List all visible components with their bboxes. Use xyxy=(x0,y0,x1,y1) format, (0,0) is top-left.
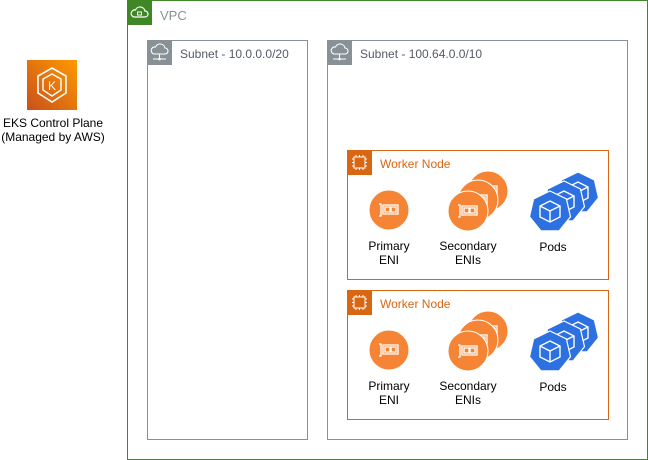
cloud-lock-icon xyxy=(127,0,152,25)
secondary-enis-icon xyxy=(447,170,509,232)
chip-icon xyxy=(347,290,372,315)
subnet-2-label: Subnet - 100.64.0.0/10 xyxy=(360,47,483,61)
subnet-1: Subnet - 10.0.0.0/20 xyxy=(147,40,308,440)
vpc-label: VPC xyxy=(160,8,187,23)
chip-icon xyxy=(347,150,372,175)
primary-eni-icon xyxy=(368,329,410,371)
eks-icon: K xyxy=(27,60,77,110)
worker-node-1: Worker Node Primary ENI Secondary ENIs P… xyxy=(347,150,609,280)
subnet-1-label: Subnet - 10.0.0.0/20 xyxy=(180,47,289,61)
secondary-enis-icon xyxy=(447,310,509,372)
svg-text:K: K xyxy=(48,79,56,93)
secondary-enis-label-1: Secondary xyxy=(439,239,497,253)
worker-node-label: Worker Node xyxy=(380,157,451,171)
pods-icon xyxy=(528,311,600,372)
primary-eni-label-2: ENI xyxy=(378,253,400,267)
worker-node-label: Worker Node xyxy=(380,297,451,311)
primary-eni-label-1: Primary xyxy=(368,239,410,253)
pods-label: Pods xyxy=(539,240,567,254)
primary-eni-label-1: Primary xyxy=(368,379,410,393)
pods-label: Pods xyxy=(539,380,567,394)
primary-eni-label-2: ENI xyxy=(378,393,400,407)
eks-label-line2: (Managed by AWS) xyxy=(1,130,105,144)
subnet-icon xyxy=(327,40,352,65)
secondary-enis-label-1: Secondary xyxy=(439,379,497,393)
pods-icon xyxy=(528,171,600,232)
secondary-enis-label-2: ENIs xyxy=(454,253,482,267)
primary-eni-icon xyxy=(368,189,410,231)
subnet-icon xyxy=(147,40,172,65)
worker-node-2: Worker Node Primary ENI Secondary ENIs P… xyxy=(347,290,609,420)
subnet-2: Subnet - 100.64.0.0/10 xyxy=(327,40,628,440)
eks-label-line1: EKS Control Plane xyxy=(2,116,104,130)
secondary-enis-label-2: ENIs xyxy=(454,393,482,407)
